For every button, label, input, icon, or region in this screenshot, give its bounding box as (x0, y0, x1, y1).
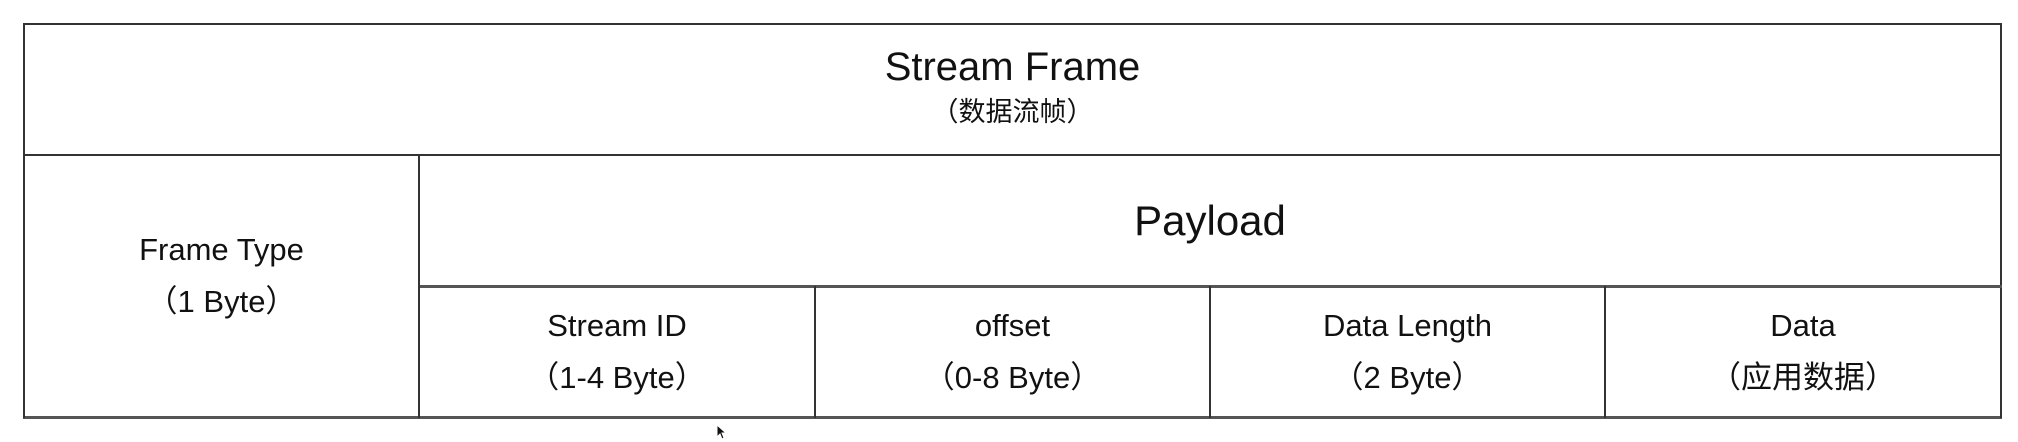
field-label: Data Length (1323, 308, 1492, 343)
field-size: （2 Byte） (1332, 360, 1483, 395)
field-size: （1-4 Byte） (528, 360, 706, 395)
diagram-subtitle: （数据流帧） (931, 96, 1094, 127)
border-top (23, 23, 2002, 25)
frame-type-label: Frame Type (139, 232, 304, 267)
border-right (2000, 23, 2002, 418)
frame-type-cell: Frame Type （1 Byte） (25, 156, 418, 416)
field-data: Data （应用数据） (1606, 288, 2000, 416)
divider-field-1 (814, 286, 816, 418)
field-stream-id: Stream ID （1-4 Byte） (420, 288, 814, 416)
border-left (23, 23, 25, 418)
field-label: Stream ID (547, 308, 687, 343)
field-data-length: Data Length （2 Byte） (1211, 288, 1604, 416)
divider-header (23, 154, 2002, 156)
mouse-cursor-icon (716, 424, 726, 440)
field-size: （0-8 Byte） (923, 360, 1102, 395)
border-bottom (23, 416, 2002, 419)
payload-cell: Payload (420, 156, 2000, 285)
divider-field-2 (1209, 286, 1211, 418)
diagram-title: Stream Frame (884, 44, 1141, 89)
divider-field-3 (1604, 286, 1606, 418)
field-size: （应用数据） (1710, 360, 1896, 395)
payload-label: Payload (1134, 196, 1286, 244)
field-offset: offset （0-8 Byte） (816, 288, 1209, 416)
field-label: offset (974, 308, 1051, 343)
frame-type-size: （1 Byte） (146, 284, 297, 319)
divider-frame-type (418, 154, 420, 418)
field-label: Data (1770, 308, 1836, 343)
header-cell: Stream Frame （数据流帧） (25, 25, 2000, 154)
